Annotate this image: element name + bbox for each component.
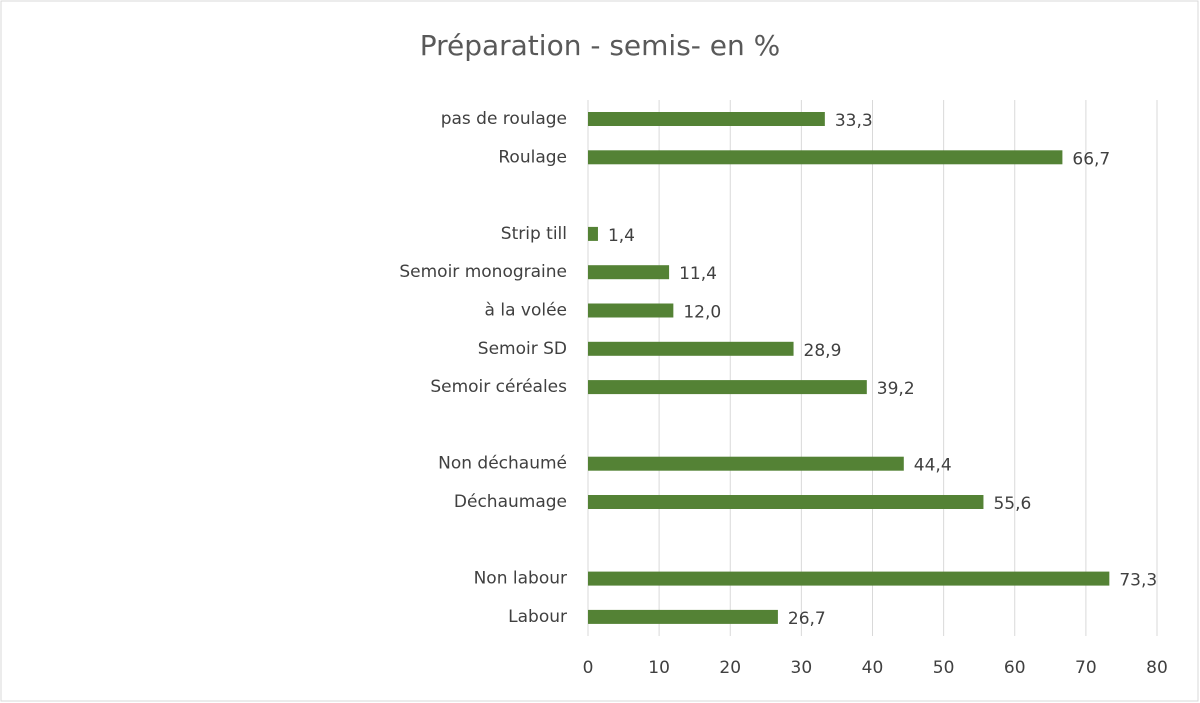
- y-tick-label: Déchaumage: [454, 492, 567, 512]
- bar: [588, 341, 794, 356]
- data-label: 66,7: [1072, 149, 1110, 169]
- y-tick-label: à la volée: [485, 301, 567, 321]
- data-label: 44,4: [914, 456, 952, 476]
- data-label: 1,4: [608, 226, 635, 246]
- x-tick-label: 20: [719, 658, 741, 678]
- data-label: 11,4: [679, 264, 717, 284]
- chart-title: Préparation - semis- en %: [420, 29, 781, 62]
- bar: [588, 456, 904, 471]
- data-label: 73,3: [1119, 571, 1157, 591]
- x-tick-label: 70: [1075, 658, 1097, 678]
- bar: [588, 150, 1063, 165]
- y-tick-label: Roulage: [498, 147, 567, 167]
- y-tick-label: Semoir céréales: [430, 377, 567, 397]
- data-label: 39,2: [877, 379, 915, 399]
- x-tick-label: 40: [862, 658, 884, 678]
- bar: [588, 571, 1110, 586]
- x-tick-label: 0: [583, 658, 594, 678]
- y-tick-label: Labour: [508, 607, 567, 627]
- data-label: 28,9: [804, 341, 842, 361]
- x-tick-label: 60: [1004, 658, 1026, 678]
- bar: [588, 226, 598, 241]
- bar: [588, 303, 674, 318]
- y-tick-label: Semoir SD: [478, 339, 567, 359]
- y-tick-label: Non déchaumé: [438, 454, 567, 474]
- x-tick-label: 30: [791, 658, 813, 678]
- data-label: 33,3: [835, 111, 873, 131]
- data-label: 26,7: [788, 609, 826, 629]
- x-tick-label: 10: [648, 658, 670, 678]
- y-tick-label: pas de roulage: [441, 109, 567, 129]
- x-tick-label: 50: [933, 658, 955, 678]
- bar: [588, 380, 867, 395]
- data-label: 55,6: [993, 494, 1031, 514]
- y-tick-label: Non labour: [474, 569, 567, 589]
- y-tick-label: Strip till: [501, 224, 567, 244]
- bar: [588, 265, 670, 280]
- bar: [588, 609, 778, 624]
- bar: [588, 112, 825, 126]
- x-tick-label: 80: [1146, 658, 1168, 678]
- data-label: 12,0: [683, 303, 721, 323]
- y-tick-label: Semoir monograine: [399, 262, 567, 282]
- bar: [588, 495, 984, 509]
